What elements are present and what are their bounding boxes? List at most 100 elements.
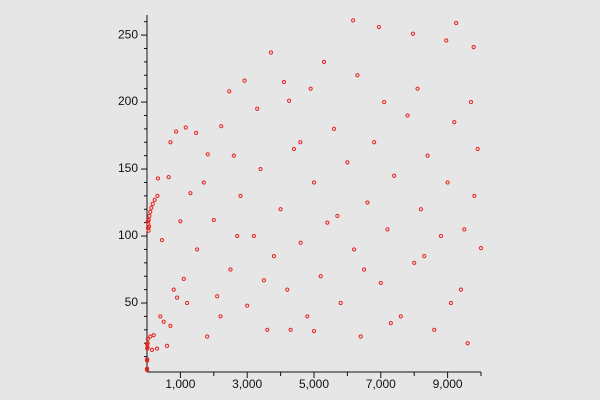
point [392,173,397,178]
point [444,38,449,43]
point [146,228,151,233]
point [468,99,474,105]
point [145,341,150,346]
y-tick-label: 50 [125,295,139,309]
point [351,247,357,252]
point [265,327,270,332]
point [382,99,387,105]
point [227,89,232,94]
point [144,366,150,371]
point [173,129,179,134]
point [412,260,417,265]
point [258,166,263,172]
point [318,274,323,279]
y-tick-label: 100 [118,228,138,242]
point [242,78,247,83]
point [398,314,403,319]
point [271,254,277,259]
point [287,98,292,103]
x-tick-label: 7,000 [366,377,396,391]
point [376,24,381,30]
point [178,219,183,224]
point [147,224,152,229]
y-tick-label: 250 [118,27,138,41]
point [298,240,303,245]
point [145,337,150,342]
point [171,287,176,292]
point [231,153,236,158]
point [218,314,223,319]
point [285,287,290,292]
point [164,343,170,348]
point [168,323,173,328]
point [325,220,330,225]
point [155,193,160,198]
point [278,207,283,212]
point [438,233,444,239]
point [321,59,327,64]
point [205,334,210,339]
point [235,233,240,239]
point [311,180,317,185]
point [454,20,459,26]
point [228,267,233,272]
point [305,314,310,319]
point [378,280,383,286]
point [238,193,243,198]
point [351,18,356,23]
point [405,113,410,118]
point [146,217,151,223]
point [422,254,427,259]
point [168,140,173,145]
point [478,245,484,251]
point [183,125,188,130]
point [465,341,470,346]
point [425,153,430,158]
point [147,213,152,219]
point [445,180,450,185]
point [219,124,224,129]
point [365,200,370,205]
point [205,152,210,157]
point [149,205,154,211]
point [345,160,350,165]
point [150,201,155,206]
point [475,146,480,152]
x-tick-label: 1,000 [165,377,195,391]
point [335,213,340,219]
point [452,120,457,125]
y-tick-label: 200 [118,94,138,108]
point [159,237,165,243]
point [148,334,153,339]
y-tick-label: 150 [118,161,138,175]
point [152,197,157,202]
point [148,209,153,215]
point [255,106,260,111]
point [358,334,363,339]
point [372,140,377,145]
point [161,319,166,324]
point [194,130,199,135]
point [458,287,464,292]
point [331,126,337,131]
point [410,31,416,36]
point [155,176,161,181]
point [195,247,200,252]
point [149,347,155,353]
point [268,50,274,55]
point [448,300,454,306]
point [471,45,476,50]
point [338,300,343,306]
point [181,276,186,282]
point [308,86,313,91]
point [288,327,293,332]
point [166,174,171,180]
point [154,346,160,351]
x-tick-label: 3,000 [232,377,262,391]
point [385,227,390,232]
point [388,321,393,326]
point [261,278,266,283]
point [188,191,193,196]
x-tick-label: 9,000 [433,377,463,391]
